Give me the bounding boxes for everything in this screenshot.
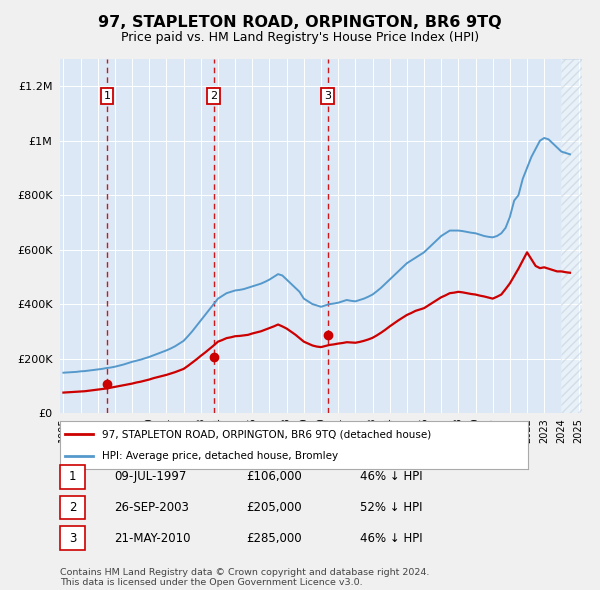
Text: 46% ↓ HPI: 46% ↓ HPI: [360, 470, 422, 483]
Text: 2: 2: [69, 501, 76, 514]
Text: 97, STAPLETON ROAD, ORPINGTON, BR6 9TQ (detached house): 97, STAPLETON ROAD, ORPINGTON, BR6 9TQ (…: [102, 429, 431, 439]
Text: 2: 2: [210, 91, 217, 101]
Text: £285,000: £285,000: [246, 532, 302, 545]
Text: Contains HM Land Registry data © Crown copyright and database right 2024.
This d: Contains HM Land Registry data © Crown c…: [60, 568, 430, 587]
Text: 09-JUL-1997: 09-JUL-1997: [114, 470, 187, 483]
Text: 26-SEP-2003: 26-SEP-2003: [114, 501, 189, 514]
Text: £205,000: £205,000: [246, 501, 302, 514]
Text: £106,000: £106,000: [246, 470, 302, 483]
Bar: [562, 59, 582, 413]
Text: 21-MAY-2010: 21-MAY-2010: [114, 532, 191, 545]
Text: Price paid vs. HM Land Registry's House Price Index (HPI): Price paid vs. HM Land Registry's House …: [121, 31, 479, 44]
Text: 46% ↓ HPI: 46% ↓ HPI: [360, 532, 422, 545]
Text: 3: 3: [69, 532, 76, 545]
Text: 97, STAPLETON ROAD, ORPINGTON, BR6 9TQ: 97, STAPLETON ROAD, ORPINGTON, BR6 9TQ: [98, 15, 502, 30]
Text: HPI: Average price, detached house, Bromley: HPI: Average price, detached house, Brom…: [102, 451, 338, 461]
Text: 3: 3: [324, 91, 331, 101]
Text: 1: 1: [103, 91, 110, 101]
Text: 1: 1: [69, 470, 76, 483]
Text: 52% ↓ HPI: 52% ↓ HPI: [360, 501, 422, 514]
